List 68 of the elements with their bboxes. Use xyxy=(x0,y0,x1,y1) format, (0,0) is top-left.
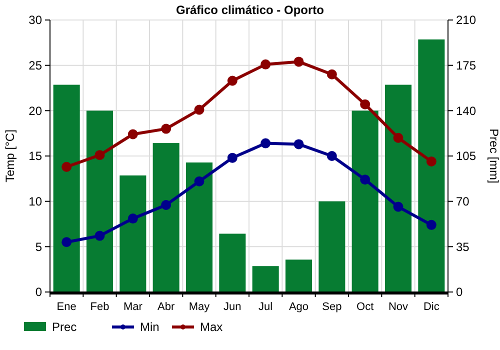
x-tick-label: Jun xyxy=(224,301,242,313)
x-tick-label: Feb xyxy=(90,301,110,313)
point xyxy=(94,150,105,160)
x-tick-label: Sep xyxy=(322,301,342,313)
point xyxy=(294,56,304,67)
x-tick-label: Oct xyxy=(356,301,374,313)
point xyxy=(62,162,72,172)
y2-tick-label: 35 xyxy=(456,240,470,254)
bar xyxy=(120,175,146,292)
point xyxy=(360,99,370,110)
y2-tick-label: 175 xyxy=(456,58,476,73)
y-axis-title: Temp [°C] xyxy=(3,130,17,182)
y-tick-label: 0 xyxy=(35,285,42,300)
y2-axis-title: Prec [mm] xyxy=(487,128,500,184)
legend-label: Prec xyxy=(52,320,77,334)
bar xyxy=(418,39,445,292)
y2-tick-label: 140 xyxy=(456,104,476,118)
y-tick-label: 15 xyxy=(28,149,42,164)
y-tick-label: 10 xyxy=(28,194,42,209)
x-tick-label: Mar xyxy=(123,301,143,313)
point xyxy=(260,59,271,70)
point xyxy=(260,138,271,148)
bar xyxy=(285,260,312,292)
bar xyxy=(384,84,412,292)
point xyxy=(227,76,238,86)
point xyxy=(360,174,370,185)
y2-tick-label: 70 xyxy=(456,194,470,209)
point xyxy=(62,237,72,248)
point xyxy=(326,69,337,80)
bar xyxy=(53,84,80,292)
bar xyxy=(86,110,114,292)
x-tick-label: Ago xyxy=(288,301,309,313)
y-tick-label: 20 xyxy=(28,104,42,118)
y2-tick-label: 105 xyxy=(456,149,476,164)
point xyxy=(128,129,138,140)
point xyxy=(194,176,204,186)
point xyxy=(194,104,204,115)
point xyxy=(393,202,404,212)
y-tick-label: 5 xyxy=(35,240,42,254)
x-tick-label: Abr xyxy=(158,301,175,313)
x-tick-label: Ene xyxy=(56,301,76,313)
point xyxy=(294,139,304,150)
chart-title: Gráfico climático - Oporto xyxy=(176,3,324,17)
x-tick-label: Jul xyxy=(258,301,273,313)
legend-label: Max xyxy=(200,320,223,334)
x-tick-label: Nov xyxy=(388,301,409,313)
point xyxy=(161,200,172,210)
bar xyxy=(352,110,378,292)
x-tick-label: May xyxy=(188,301,210,313)
point xyxy=(426,156,436,166)
y2-tick-label: 210 xyxy=(456,13,476,28)
bar xyxy=(219,234,246,292)
bar xyxy=(186,162,213,292)
point xyxy=(128,214,138,224)
bar xyxy=(252,266,279,292)
bar xyxy=(318,201,346,292)
point xyxy=(393,132,404,143)
legend-label: Min xyxy=(140,320,160,334)
point xyxy=(161,124,172,134)
y-tick-label: 30 xyxy=(28,13,42,28)
x-tick-label: Dic xyxy=(423,301,440,313)
y-tick-label: 25 xyxy=(28,58,42,73)
y2-tick-label: 0 xyxy=(456,285,463,300)
point xyxy=(326,151,337,161)
point xyxy=(94,230,105,241)
point xyxy=(227,152,238,163)
point xyxy=(426,220,436,230)
bar xyxy=(152,143,180,292)
